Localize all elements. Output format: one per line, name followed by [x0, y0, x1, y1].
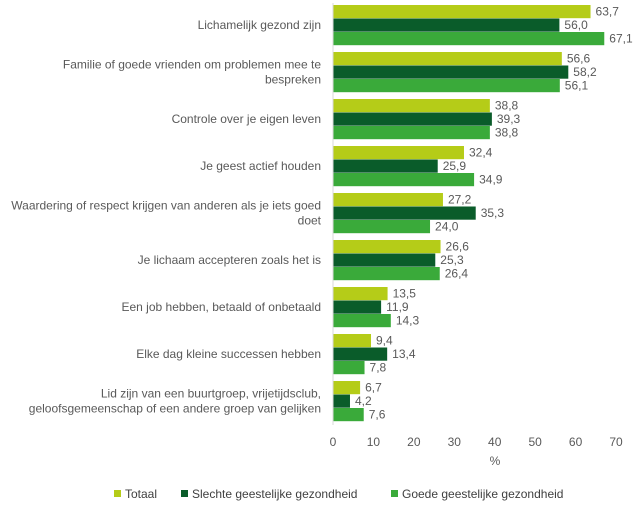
- bar-7-series-2: [333, 300, 382, 314]
- value-label: 4,2: [355, 394, 372, 408]
- value-label: 39,3: [497, 112, 521, 126]
- bar-1-series-3: [333, 32, 605, 46]
- category-labels: Lichamelijk gezond zijn Familie of goede …: [11, 18, 321, 416]
- category-label: Familie of goede vrienden om problemen m…: [63, 58, 321, 72]
- legend-label-1: Totaal: [125, 487, 157, 501]
- category-label: Elke dag kleine successen hebben: [136, 347, 321, 361]
- value-label: 25,9: [443, 159, 467, 173]
- legend: Totaal Slechte geestelijke gezondheid Goed…: [114, 487, 563, 501]
- value-label: 38,8: [495, 99, 519, 113]
- bar-6-series-1: [333, 240, 441, 254]
- value-label: 25,3: [440, 253, 464, 267]
- category-label: Je lichaam accepteren zoals het is: [138, 253, 321, 267]
- value-label: 7,8: [370, 361, 387, 375]
- value-label: 9,4: [376, 334, 393, 348]
- value-label: 14,3: [396, 314, 420, 328]
- x-tick-label: 0: [330, 435, 337, 449]
- category-label: Controle over je eigen leven: [172, 112, 321, 126]
- bar-4-series-2: [333, 159, 438, 173]
- bar-6-series-2: [333, 253, 436, 267]
- value-label: 63,7: [596, 5, 620, 19]
- bar-4-series-3: [333, 173, 475, 187]
- bar-5-series-2: [333, 206, 476, 220]
- x-tick-label: 60: [569, 435, 583, 449]
- legend-swatch-2: [181, 490, 188, 497]
- legend-label-2: Slechte geestelijke gezondheid: [192, 487, 357, 501]
- bar-8-series-3: [333, 361, 365, 375]
- category-label: Lichamelijk gezond zijn: [198, 18, 321, 32]
- legend-swatch-3: [391, 490, 398, 497]
- bar-2-series-1: [333, 52, 562, 66]
- legend-swatch-1: [114, 490, 121, 497]
- bar-1-series-1: [333, 5, 591, 19]
- bar-2-series-3: [333, 79, 560, 93]
- category-label: Je geest actief houden: [200, 159, 321, 173]
- value-label: 6,7: [365, 381, 382, 395]
- value-label: 56,0: [564, 18, 588, 32]
- value-label: 7,6: [369, 408, 386, 422]
- value-label: 26,4: [445, 267, 469, 281]
- value-label: 56,6: [567, 52, 591, 66]
- bar-3-series-1: [333, 99, 490, 113]
- category-label: Lid zijn van een buurtgroep, vrijetijdsc…: [101, 387, 321, 401]
- value-label: 13,5: [393, 287, 417, 301]
- value-label: 32,4: [469, 146, 493, 160]
- category-label: Waardering of respect krijgen van andere…: [11, 199, 321, 213]
- x-axis-ticks: 0 10 20 30 40 50 60 70: [330, 435, 623, 449]
- x-tick-label: 50: [528, 435, 542, 449]
- bar-6-series-3: [333, 267, 440, 281]
- bar-9-series-2: [333, 394, 350, 408]
- bar-4-series-1: [333, 146, 464, 160]
- x-tick-label: 30: [448, 435, 462, 449]
- bar-5-series-3: [333, 220, 431, 234]
- value-label: 11,9: [386, 300, 409, 314]
- value-label: 58,2: [573, 65, 597, 79]
- bar-3-series-3: [333, 126, 490, 140]
- bar-9-series-1: [333, 381, 361, 395]
- bar-7-series-1: [333, 287, 388, 301]
- bar-9-series-3: [333, 408, 364, 422]
- bar-7-series-3: [333, 314, 391, 328]
- bar-8-series-2: [333, 347, 388, 361]
- value-label: 27,2: [448, 193, 472, 207]
- bar-8-series-1: [333, 334, 372, 348]
- x-tick-label: 40: [488, 435, 502, 449]
- bar-3-series-2: [333, 112, 492, 126]
- x-tick-label: 70: [609, 435, 623, 449]
- category-label: bespreken: [265, 73, 321, 87]
- bar-2-series-2: [333, 65, 569, 79]
- x-tick-label: 10: [367, 435, 381, 449]
- value-label: 26,6: [446, 240, 470, 254]
- bar-1-series-2: [333, 18, 560, 32]
- legend-label-3: Goede geestelijke gezondheid: [402, 487, 563, 501]
- x-axis-title: %: [490, 454, 501, 468]
- value-label: 35,3: [481, 206, 505, 220]
- value-label: 24,0: [435, 220, 459, 234]
- value-label: 38,8: [495, 126, 519, 140]
- bar-5-series-1: [333, 193, 443, 207]
- category-label: doet: [298, 214, 322, 228]
- x-tick-label: 20: [407, 435, 421, 449]
- value-labels: 63,756,067,156,658,256,138,839,338,832,4…: [355, 5, 633, 422]
- category-label: geloofsgemeenschap of een andere groep v…: [29, 402, 321, 416]
- value-label: 34,9: [479, 173, 503, 187]
- value-label: 56,1: [565, 79, 589, 93]
- value-label: 13,4: [392, 347, 416, 361]
- value-label: 67,1: [609, 32, 633, 46]
- bars-layer: [333, 5, 605, 422]
- category-label: Een job hebben, betaald of onbetaald: [121, 300, 321, 314]
